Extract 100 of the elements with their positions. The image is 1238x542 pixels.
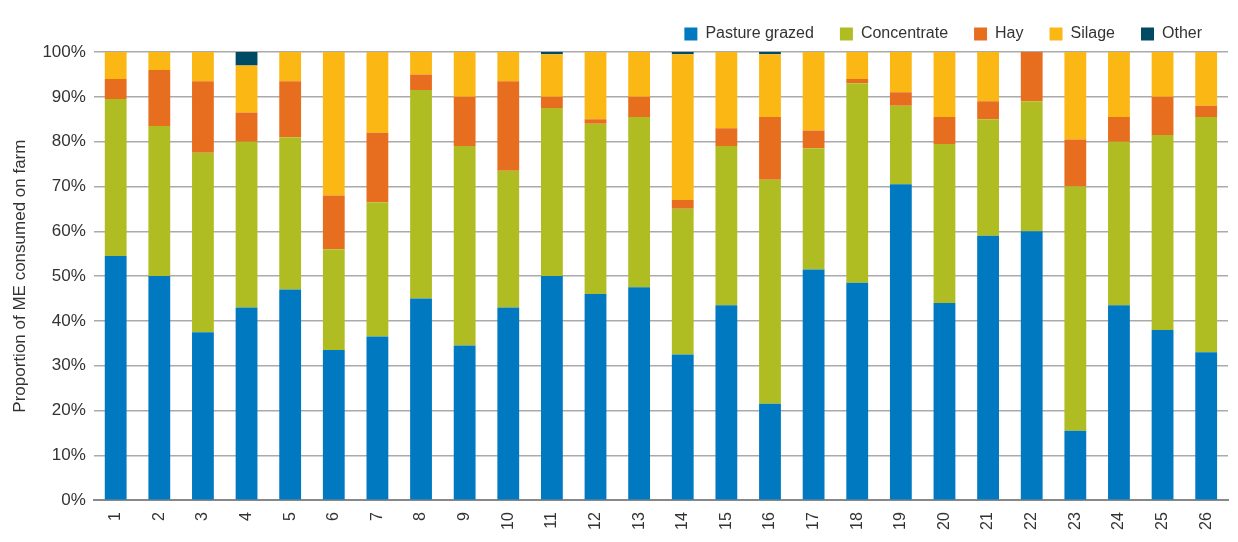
x-tick-label: 4	[236, 512, 254, 522]
bar	[846, 282, 869, 500]
bar	[322, 249, 345, 351]
y-tick-label: 20%	[51, 400, 86, 420]
x-tick-label: 24	[1109, 512, 1127, 530]
legend-label: Other	[1161, 24, 1203, 42]
x-tick-label: 3	[193, 512, 211, 522]
bar	[104, 52, 127, 79]
bar	[628, 96, 651, 117]
bar	[715, 128, 738, 147]
bar	[1064, 52, 1087, 140]
bar	[584, 294, 607, 500]
bar	[889, 52, 912, 93]
bar	[279, 81, 302, 138]
bar	[1020, 231, 1043, 500]
bar	[1151, 52, 1174, 97]
bar	[1195, 105, 1218, 117]
x-tick-label: 22	[1022, 512, 1040, 530]
bar	[1020, 101, 1043, 232]
bar	[453, 345, 476, 500]
bar	[802, 130, 825, 149]
bar	[322, 350, 345, 500]
bar	[977, 52, 999, 102]
x-tick-label: 11	[542, 512, 560, 529]
bar	[584, 52, 607, 120]
x-tick-label: 17	[804, 512, 822, 530]
bar	[235, 307, 258, 500]
bar	[1151, 134, 1174, 330]
bar	[1108, 305, 1130, 500]
bar	[846, 78, 869, 84]
y-tick-label: 40%	[51, 310, 86, 330]
bar	[148, 52, 171, 70]
bar	[759, 54, 781, 117]
bar	[715, 305, 738, 500]
bar	[1151, 329, 1174, 500]
bar	[235, 112, 258, 142]
bar	[410, 90, 432, 299]
bar	[628, 116, 651, 288]
bar	[192, 332, 214, 500]
bar	[889, 184, 912, 500]
y-tick-label: 0%	[61, 489, 86, 509]
y-tick-label: 70%	[51, 176, 86, 196]
bar	[1064, 139, 1087, 187]
bar	[759, 52, 781, 55]
bar	[628, 52, 651, 97]
bar	[497, 307, 520, 500]
x-tick-label: 23	[1065, 512, 1083, 530]
bar	[715, 52, 738, 129]
bar	[977, 101, 999, 120]
bar	[671, 199, 694, 209]
bar	[540, 96, 563, 109]
bar	[453, 52, 476, 97]
bar	[279, 137, 302, 290]
bar	[235, 141, 258, 308]
y-tick-label: 100%	[42, 41, 86, 61]
bar	[192, 152, 214, 333]
bar	[104, 255, 127, 500]
bar	[1195, 352, 1218, 500]
bar	[1064, 430, 1087, 500]
x-tick-label: 9	[455, 512, 473, 522]
bar	[715, 146, 738, 306]
bar	[933, 143, 956, 303]
bar	[366, 336, 389, 500]
x-tick-label: 16	[760, 512, 778, 530]
bar	[671, 54, 694, 200]
bar	[671, 52, 694, 55]
bar	[453, 146, 476, 346]
x-tick-label: 5	[280, 512, 298, 522]
bar	[759, 116, 781, 180]
bar	[584, 123, 607, 295]
bar	[889, 92, 912, 106]
y-tick-label: 30%	[51, 355, 86, 375]
bar	[933, 116, 956, 144]
bar	[104, 78, 127, 100]
x-tick-label: 15	[716, 512, 734, 530]
x-tick-label: 1	[106, 512, 124, 522]
bar	[540, 276, 563, 500]
bar	[802, 52, 825, 131]
x-tick-label: 18	[847, 512, 865, 530]
bar	[192, 52, 214, 82]
bar	[1020, 52, 1043, 102]
y-tick-label: 60%	[51, 220, 86, 240]
x-tick-label: 21	[978, 512, 996, 530]
bar	[540, 108, 563, 277]
bar	[322, 195, 345, 250]
bar	[497, 52, 520, 82]
x-tick-label: 25	[1152, 512, 1170, 530]
bar	[889, 105, 912, 185]
bar	[279, 52, 302, 82]
bar	[540, 54, 563, 97]
x-tick-label: 20	[934, 512, 952, 530]
x-tick-label: 7	[367, 512, 385, 522]
bar	[366, 132, 389, 203]
legend-label: Concentrate	[860, 24, 949, 42]
bar	[279, 289, 302, 500]
bar	[322, 52, 345, 196]
bar	[846, 52, 869, 79]
x-tick-label: 12	[585, 512, 603, 530]
x-tick-label: 2	[149, 512, 167, 522]
bar	[453, 96, 476, 147]
